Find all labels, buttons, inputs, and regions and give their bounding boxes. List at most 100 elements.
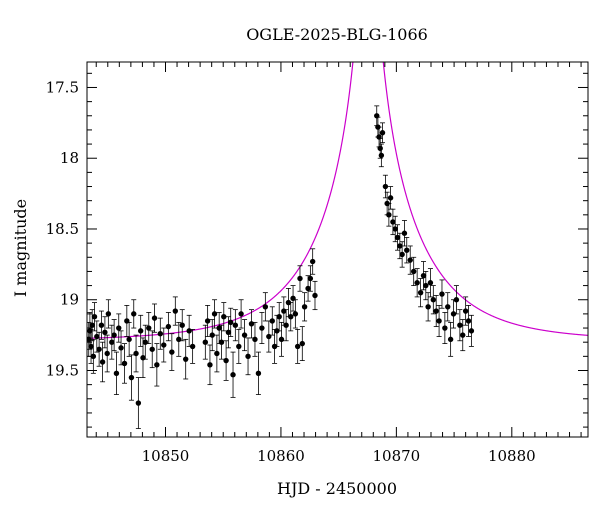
data-point (450, 311, 457, 317)
data-point (135, 400, 142, 406)
data-point (299, 340, 305, 347)
data-point (113, 370, 120, 377)
data-point (297, 275, 303, 282)
data-point (445, 304, 451, 310)
data-point (378, 152, 385, 159)
data-point (423, 282, 429, 289)
data-point (433, 308, 439, 314)
data-point (216, 325, 222, 331)
data-point (111, 332, 117, 338)
data-point (109, 339, 115, 345)
data-point (204, 318, 211, 324)
data-point (146, 325, 152, 331)
data-point (447, 336, 454, 343)
data-point (218, 339, 225, 345)
data-point (259, 325, 265, 331)
data-point (420, 272, 427, 279)
data-point (230, 372, 236, 378)
data-point (460, 332, 466, 338)
data-point (236, 343, 242, 350)
data-point (374, 113, 380, 119)
data-point (377, 145, 383, 152)
y-axis-label: I magnitude (11, 199, 30, 297)
data-point (407, 257, 413, 263)
data-point (417, 289, 424, 296)
data-point (149, 346, 155, 352)
data-point (439, 291, 445, 297)
data-point (382, 183, 389, 190)
data-point (88, 343, 94, 350)
data-point (453, 297, 460, 303)
data-point (223, 357, 229, 364)
data-point (436, 318, 442, 324)
data-point (390, 219, 396, 225)
data-point (414, 280, 420, 286)
data-point (442, 325, 448, 331)
data-point (309, 258, 316, 265)
data-point (269, 318, 275, 324)
data-point (468, 328, 475, 334)
data-point (399, 251, 405, 258)
data-point (154, 362, 160, 368)
data-point (131, 311, 137, 317)
data-point (137, 328, 144, 334)
x-tick-label: 10870 (373, 447, 421, 465)
data-point (121, 360, 128, 367)
data-point (278, 336, 285, 343)
data-point (292, 311, 299, 317)
data-point (238, 311, 244, 317)
data-point (102, 329, 108, 335)
data-point (301, 304, 308, 310)
data-point (379, 130, 386, 136)
data-point (241, 332, 248, 338)
data-point (225, 329, 232, 335)
data-point (179, 322, 185, 328)
data-point (457, 322, 463, 328)
data-point (283, 322, 289, 328)
data-point (255, 370, 262, 377)
chart-title: OGLE-2025-BLG-1066 (246, 25, 428, 44)
data-point (133, 350, 139, 357)
data-point (209, 332, 215, 338)
data-point (87, 328, 93, 334)
plot-frame (86, 61, 589, 438)
data-point (140, 355, 146, 361)
data-point (465, 318, 472, 324)
y-tick-label: 19.5 (46, 361, 79, 379)
data-point (266, 333, 272, 340)
data-point (90, 353, 97, 360)
data-point (376, 134, 382, 140)
data-point (404, 247, 410, 253)
y-tick-label: 17.5 (46, 78, 79, 96)
data-point (202, 339, 209, 345)
data-point (386, 212, 392, 218)
data-point (151, 315, 158, 321)
plot-area: 10850 10860 10870 10880 17.5 18 18.5 19 19.5 (46, 61, 589, 465)
data-point (430, 297, 437, 303)
x-axis-label: HJD - 2450000 (277, 479, 397, 498)
data-point (161, 342, 167, 348)
data-point (392, 226, 398, 232)
data-point (248, 321, 255, 327)
data-point (142, 339, 148, 345)
data-point (312, 292, 318, 299)
data-point (214, 350, 220, 357)
data-point (128, 374, 135, 381)
data-point (305, 285, 311, 292)
data-point (105, 311, 112, 317)
data-point (387, 195, 394, 201)
data-point (94, 333, 100, 340)
data-point (176, 336, 182, 343)
data-point (462, 308, 469, 314)
data-point (186, 328, 192, 334)
data-point (281, 308, 287, 314)
model-curve (87, 62, 588, 339)
data-point (252, 336, 258, 343)
data-point (165, 323, 172, 330)
data-point (189, 343, 196, 350)
data-point (116, 325, 122, 331)
data-point (245, 353, 251, 360)
data-point (99, 359, 106, 365)
data-point (104, 350, 110, 357)
